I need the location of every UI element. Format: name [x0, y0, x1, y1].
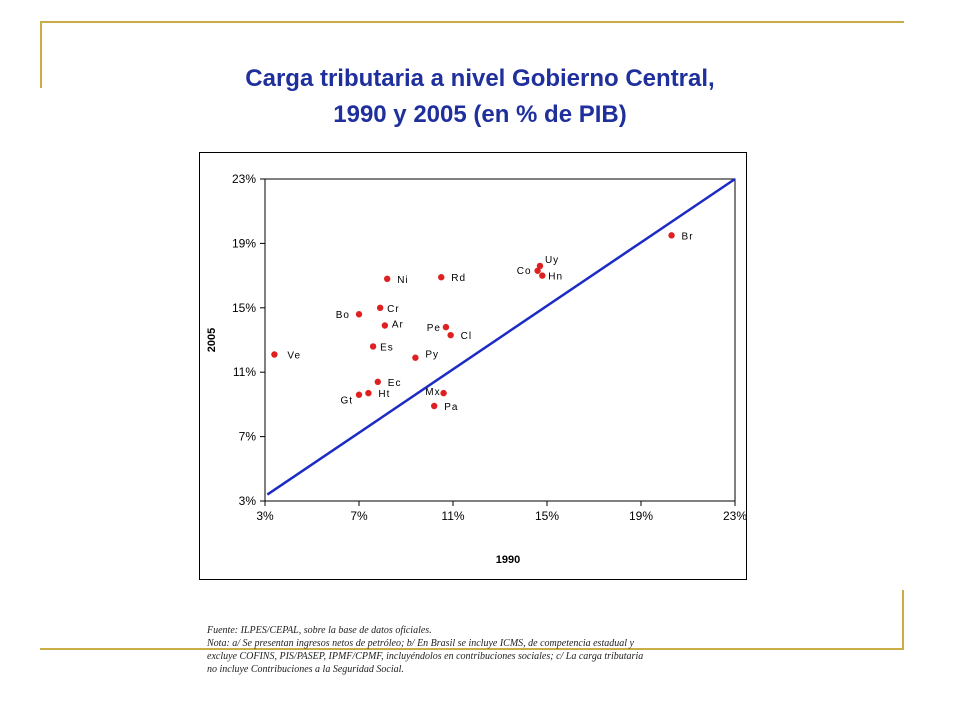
data-point-hn: [539, 272, 546, 279]
x-tick-label: 19%: [629, 509, 653, 523]
data-label-ht: Ht: [378, 389, 390, 400]
data-point-gt: [355, 391, 363, 398]
data-point-pa: [431, 402, 438, 410]
x-axis-title: 1990: [496, 554, 520, 566]
data-label-br: Br: [682, 231, 694, 242]
data-label-es: Es: [380, 342, 394, 353]
y-tick-label: 7%: [239, 430, 257, 444]
y-tick-label: 23%: [232, 172, 256, 186]
data-label-cr: Cr: [387, 304, 400, 315]
trend-line: [266, 177, 736, 496]
scatter-chart: 3% 7% 11% 15% 19% 23% 3% 7% 11% 15% 19% 23% 1990 2005…: [206, 172, 746, 566]
frame-top-rule: [40, 21, 904, 23]
chart-area: 3% 7% 11% 15% 19% 23% 3% 7% 11% 15% 19% 23% 1990 2005…: [199, 152, 747, 580]
frame-left-rule: [40, 21, 42, 88]
data-label-pa: Pa: [444, 402, 458, 413]
data-point-py: [412, 354, 419, 361]
data-point-ar: [381, 322, 389, 329]
data-point-rd: [438, 274, 445, 281]
data-point-cr: [376, 304, 384, 311]
data-label-ar: Ar: [392, 320, 404, 331]
data-point-uy: [536, 262, 544, 270]
y-tick-label: 3%: [239, 494, 257, 508]
chart-title-line1: Carga tributaria a nivel Gobierno Centra…: [245, 65, 715, 92]
data-label-co: Co: [517, 266, 532, 277]
data-point-ve: [271, 351, 278, 358]
x-tick-label: 7%: [350, 509, 368, 523]
data-point-bo: [355, 311, 363, 318]
data-label-ec: Ec: [388, 378, 402, 389]
data-point-ec: [374, 378, 381, 386]
data-point-mx: [440, 389, 447, 397]
y-tick-label: 15%: [232, 301, 256, 315]
data-point-cl: [447, 331, 454, 339]
data-point-br: [668, 232, 675, 239]
source-note: Fuente: ILPES/CEPAL, sobre la base de da…: [207, 624, 767, 676]
data-point-co: [534, 267, 541, 274]
data-label-bo: Bo: [336, 310, 350, 321]
data-point-ni: [384, 275, 391, 283]
chart-title-line2: 1990 y 2005 (en % de PIB): [333, 101, 627, 128]
data-label-ve: Ve: [287, 350, 301, 361]
x-tick-label: 3%: [256, 509, 274, 523]
y-axis-title: 2005: [206, 328, 218, 352]
y-tick-label: 11%: [233, 365, 256, 379]
data-point-ht: [365, 389, 372, 397]
frame-bottom-rule: [40, 648, 904, 650]
data-label-hn: Hn: [548, 272, 563, 283]
data-label-ni: Ni: [397, 275, 408, 286]
data-label-mx: Mx: [425, 387, 440, 398]
data-label-gt: Gt: [340, 396, 353, 407]
x-tick-label: 15%: [535, 509, 559, 523]
footer-line-1: Fuente: ILPES/CEPAL, sobre la base de da…: [207, 625, 432, 636]
data-point-pe: [442, 323, 450, 331]
footer-line-3: excluye COFINS, PIS/PASEP, IPMF/CPMF, in…: [207, 651, 644, 662]
data-label-py: Py: [425, 350, 439, 361]
x-tick-label: 11%: [441, 509, 464, 523]
plot-area-border: [264, 178, 736, 502]
y-tick-label: 19%: [232, 236, 256, 250]
footer-line-4: no incluye Contribuciones a la Seguridad…: [207, 664, 404, 675]
footer-line-2: Nota: a/ Se presentan ingresos netos de …: [207, 638, 634, 649]
data-label-cl: Cl: [461, 331, 472, 342]
data-label-pe: Pe: [427, 323, 441, 334]
frame-right-rule: [902, 590, 904, 650]
data-label-uy: Uy: [545, 255, 559, 266]
data-point-es: [369, 343, 377, 350]
x-tick-label: 23%: [723, 509, 746, 523]
data-label-rd: Rd: [451, 273, 466, 284]
